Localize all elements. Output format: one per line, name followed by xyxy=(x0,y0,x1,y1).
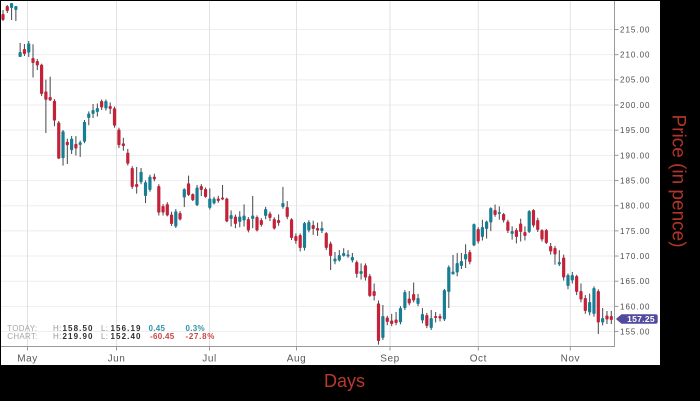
svg-text:CHART:: CHART: xyxy=(7,332,37,341)
svg-text:156.19: 156.19 xyxy=(111,324,142,333)
svg-text:Nov: Nov xyxy=(561,354,580,365)
svg-text:Oct: Oct xyxy=(470,354,487,365)
svg-text:180.00: 180.00 xyxy=(620,202,650,211)
svg-text:L:: L: xyxy=(101,332,108,341)
svg-text:190.00: 190.00 xyxy=(620,151,650,160)
svg-text:157.25: 157.25 xyxy=(627,314,655,324)
svg-text:158.50: 158.50 xyxy=(63,324,94,333)
svg-text:0.45: 0.45 xyxy=(149,324,166,333)
svg-text:-27.8%: -27.8% xyxy=(186,332,216,341)
svg-text:185.00: 185.00 xyxy=(620,176,650,185)
svg-text:H:: H: xyxy=(53,324,62,333)
svg-text:Price (in pence): Price (in pence) xyxy=(668,114,689,247)
svg-text:May: May xyxy=(17,354,38,365)
svg-text:Sep: Sep xyxy=(380,354,399,365)
svg-text:152.40: 152.40 xyxy=(111,332,142,341)
svg-text:L:: L: xyxy=(101,324,108,333)
svg-text:0.3%: 0.3% xyxy=(186,324,205,333)
svg-text:215.00: 215.00 xyxy=(620,25,650,34)
svg-text:155.00: 155.00 xyxy=(620,327,650,336)
svg-text:Jun: Jun xyxy=(108,354,126,365)
svg-text:200.00: 200.00 xyxy=(620,101,650,110)
svg-text:219.90: 219.90 xyxy=(63,332,94,341)
svg-text:175.00: 175.00 xyxy=(620,227,650,236)
svg-text:Days: Days xyxy=(324,371,365,391)
svg-text:205.00: 205.00 xyxy=(620,76,650,85)
svg-text:160.00: 160.00 xyxy=(620,302,650,311)
svg-text:H:: H: xyxy=(53,332,62,341)
svg-text:195.00: 195.00 xyxy=(620,126,650,135)
svg-text:TODAY:: TODAY: xyxy=(7,324,37,333)
svg-text:-60.45: -60.45 xyxy=(150,332,175,341)
svg-text:170.00: 170.00 xyxy=(620,252,650,261)
svg-text:210.00: 210.00 xyxy=(620,51,650,60)
svg-text:Aug: Aug xyxy=(287,354,306,365)
svg-text:165.00: 165.00 xyxy=(620,277,650,286)
svg-text:Jul: Jul xyxy=(202,354,216,365)
